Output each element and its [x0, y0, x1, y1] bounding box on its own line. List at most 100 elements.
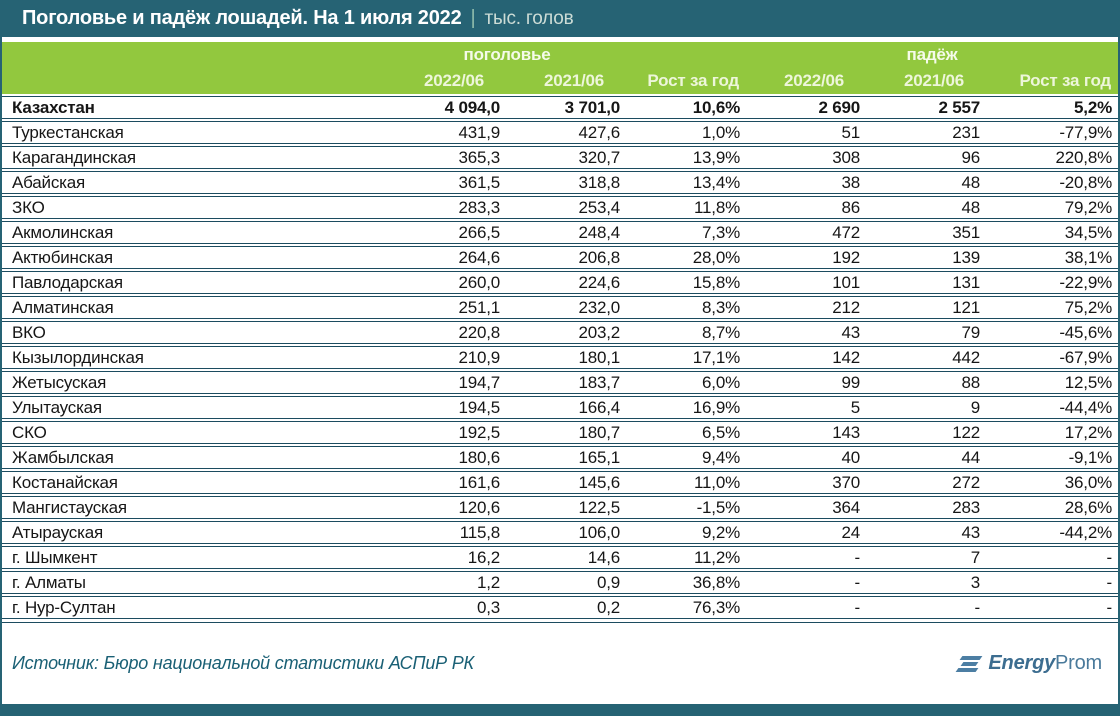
value-cell: 43 [866, 521, 986, 544]
value-cell: 13,9% [626, 146, 746, 169]
value-cell: 4 094,0 [388, 96, 506, 119]
value-cell: 9,4% [626, 446, 746, 469]
table-row: ЗКО 283,3 253,4 11,8% 86 48 79,2% [2, 196, 1118, 219]
region-name: Абайская [2, 171, 388, 194]
value-cell: 11,2% [626, 546, 746, 569]
value-cell: 99 [746, 371, 866, 394]
table-row: г. Шымкент 16,2 14,6 11,2% -7- [2, 546, 1118, 569]
value-cell: 283 [866, 496, 986, 519]
region-name: Жетысуская [2, 371, 388, 394]
value-cell: 192 [746, 246, 866, 269]
value-cell: - [746, 596, 866, 619]
region-name: Павлодарская [2, 271, 388, 294]
value-cell: 131 [866, 271, 986, 294]
value-cell: 192,5 [388, 421, 506, 444]
value-cell: -1,5% [626, 496, 746, 519]
table-row: Акмолинская 266,5 248,4 7,3% 472 351 34,5% [2, 221, 1118, 244]
value-cell: 28,6% [986, 496, 1118, 519]
value-cell: 5 [746, 396, 866, 419]
value-cell: - [866, 596, 986, 619]
value-cell: 17,2% [986, 421, 1118, 444]
title-separator: | [470, 7, 476, 29]
value-cell: 10,6% [626, 96, 746, 119]
value-cell: 180,7 [506, 421, 626, 444]
table-row: Туркестанская 431,9 427,6 1,0% 51 231 -77,9% [2, 121, 1118, 144]
value-cell: 16,9% [626, 396, 746, 419]
value-cell: 165,1 [506, 446, 626, 469]
group-header-livestock: поголовье [463, 45, 551, 64]
energyprom-logo-icon [956, 654, 983, 673]
sub-header-livestock-2021: 2021/06 [543, 71, 604, 90]
sub-header-deaths-2022: 2022/06 [783, 71, 844, 90]
region-name: Мангистауская [2, 496, 388, 519]
value-cell: 318,8 [506, 171, 626, 194]
value-cell: 12,5% [986, 371, 1118, 394]
table-row: Жамбылская 180,6 165,1 9,4% 40 44 -9,1% [2, 446, 1118, 469]
region-name: Улытауская [2, 396, 388, 419]
table-row: Атырауская 115,8 106,0 9,2% 24 43 -44,2% [2, 521, 1118, 544]
value-cell: 2 557 [866, 96, 986, 119]
value-cell: -67,9% [986, 346, 1118, 369]
value-cell: 139 [866, 246, 986, 269]
title-gap [2, 37, 1118, 42]
table-row: Алматинская 251,1 232,0 8,3% 212 121 75,2% [2, 296, 1118, 319]
region-name: г. Алматы [2, 571, 388, 594]
title-bar: Поголовье и падёж лошадей. На 1 июля 202… [0, 0, 1120, 37]
value-cell: 122 [866, 421, 986, 444]
value-cell: 283,3 [388, 196, 506, 219]
value-cell: 7,3% [626, 221, 746, 244]
value-cell: 120,6 [388, 496, 506, 519]
value-cell: 115,8 [388, 521, 506, 544]
title-unit: тыс. голов [484, 7, 574, 29]
value-cell: -22,9% [986, 271, 1118, 294]
value-cell: 1,2 [388, 571, 506, 594]
value-cell: 264,6 [388, 246, 506, 269]
value-cell: -9,1% [986, 446, 1118, 469]
table-row: Костанайская 161,6 145,6 11,0% 370 272 36,0% [2, 471, 1118, 494]
value-cell: 210,9 [388, 346, 506, 369]
table-row: Жетысуская 194,7 183,7 6,0% 99 88 12,5% [2, 371, 1118, 394]
value-cell: 231 [866, 121, 986, 144]
value-cell: 44 [866, 446, 986, 469]
value-cell: -44,2% [986, 521, 1118, 544]
value-cell: 161,6 [388, 471, 506, 494]
bottom-bar [0, 704, 1120, 716]
table-row: Актюбинская 264,6 206,8 28,0% 192 139 38,1% [2, 246, 1118, 269]
data-table: Казахстан 4 094,0 3 701,0 10,6% 2 690 2 557 5,… [2, 94, 1118, 621]
value-cell: 48 [866, 171, 986, 194]
value-cell: 260,0 [388, 271, 506, 294]
region-name: Жамбылская [2, 446, 388, 469]
value-cell: 431,9 [388, 121, 506, 144]
value-cell: 194,5 [388, 396, 506, 419]
value-cell: 142 [746, 346, 866, 369]
value-cell: - [986, 571, 1118, 594]
value-cell: 220,8 [388, 321, 506, 344]
value-cell: 2 690 [746, 96, 866, 119]
value-cell: 194,7 [388, 371, 506, 394]
value-cell: 36,0% [986, 471, 1118, 494]
value-cell: - [746, 571, 866, 594]
logo-text-prom: Prom [1055, 652, 1102, 674]
logo-text: EnergyProm [988, 652, 1102, 675]
value-cell: 370 [746, 471, 866, 494]
value-cell: 442 [866, 346, 986, 369]
value-cell: -45,6% [986, 321, 1118, 344]
value-cell: 96 [866, 146, 986, 169]
value-cell: 427,6 [506, 121, 626, 144]
group-header-spacer [626, 42, 746, 68]
table-row: Абайская 361,5 318,8 13,4% 38 48 -20,8% [2, 171, 1118, 194]
region-name: Атырауская [2, 521, 388, 544]
value-cell: 180,6 [388, 446, 506, 469]
region-name: СКО [2, 421, 388, 444]
table-row: Кызылординская 210,9 180,1 17,1% 142 442 -67,9… [2, 346, 1118, 369]
sub-header-livestock-2022: 2022/06 [423, 71, 484, 90]
value-cell: 0,3 [388, 596, 506, 619]
value-cell: 16,2 [388, 546, 506, 569]
value-cell: 28,0% [626, 246, 746, 269]
region-name: Актюбинская [2, 246, 388, 269]
value-cell: 36,8% [626, 571, 746, 594]
value-cell: 8,3% [626, 296, 746, 319]
value-cell: 143 [746, 421, 866, 444]
value-cell: 1,0% [626, 121, 746, 144]
value-cell: 86 [746, 196, 866, 219]
